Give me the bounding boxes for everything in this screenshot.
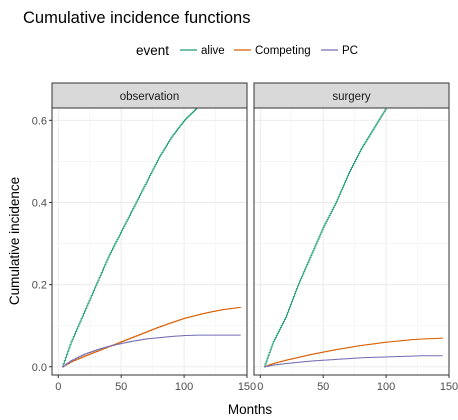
legend-title: event xyxy=(136,43,169,58)
grid-observation xyxy=(52,108,248,375)
panel-observation: observation 0 50 100 150 0.0 0.2 0.4 0.6 xyxy=(32,82,256,393)
legend-label-competing: Competing xyxy=(255,45,311,57)
legend-entry-competing: Competing xyxy=(234,45,311,57)
legend-label-pc: PC xyxy=(342,45,358,57)
strip-label-observation: observation xyxy=(120,91,179,103)
series-line-pc-surgery xyxy=(264,355,443,368)
series-line-competing-observation xyxy=(62,306,242,368)
panel-border-observation xyxy=(51,107,248,376)
x-tick-label: 50 xyxy=(115,381,127,393)
legend-entries: alive Competing PC xyxy=(180,45,358,57)
series-observation xyxy=(62,108,242,368)
legend-entry-alive: alive xyxy=(180,45,225,57)
y-tick-label: 0.0 xyxy=(32,362,47,374)
legend-label-alive: alive xyxy=(201,45,225,57)
panel-surgery: surgery 0 50 100 150 xyxy=(253,82,458,393)
legend-entry-pc: PC xyxy=(321,45,358,57)
legend: event alive Competing PC xyxy=(136,43,358,58)
series-surgery xyxy=(264,108,444,368)
x-tick-label: 100 xyxy=(175,381,193,393)
series-line-alive-observation xyxy=(62,108,198,368)
x-tick-label: 0 xyxy=(55,381,61,393)
panel-border-surgery xyxy=(253,107,450,376)
x-axis-title: Months xyxy=(228,402,273,417)
y-axis-title: Cumulative incidence xyxy=(7,177,22,305)
strip-observation xyxy=(51,82,248,109)
x-tick-label: 150 xyxy=(238,381,256,393)
facet-panels: observation 0 50 100 150 0.0 0.2 0.4 0.6 surgery 0… xyxy=(32,82,458,393)
x-tick-label: 100 xyxy=(377,381,395,393)
series-line-alive-surgery xyxy=(264,108,387,368)
x-tick-label: 0 xyxy=(257,381,263,393)
plot-area-surgery xyxy=(254,108,449,375)
y-tick-label: 0.4 xyxy=(32,197,47,209)
strip-label-surgery: surgery xyxy=(332,91,371,103)
chart-title: Cumulative incidence functions xyxy=(23,9,250,27)
y-tick-label: 0.2 xyxy=(32,280,47,292)
x-tick-label: 150 xyxy=(440,381,458,393)
y-tick-label: 0.6 xyxy=(32,115,47,127)
series-line-competing-surgery xyxy=(264,337,444,368)
x-tick-label: 50 xyxy=(317,381,329,393)
series-line-pc-observation xyxy=(62,334,241,368)
